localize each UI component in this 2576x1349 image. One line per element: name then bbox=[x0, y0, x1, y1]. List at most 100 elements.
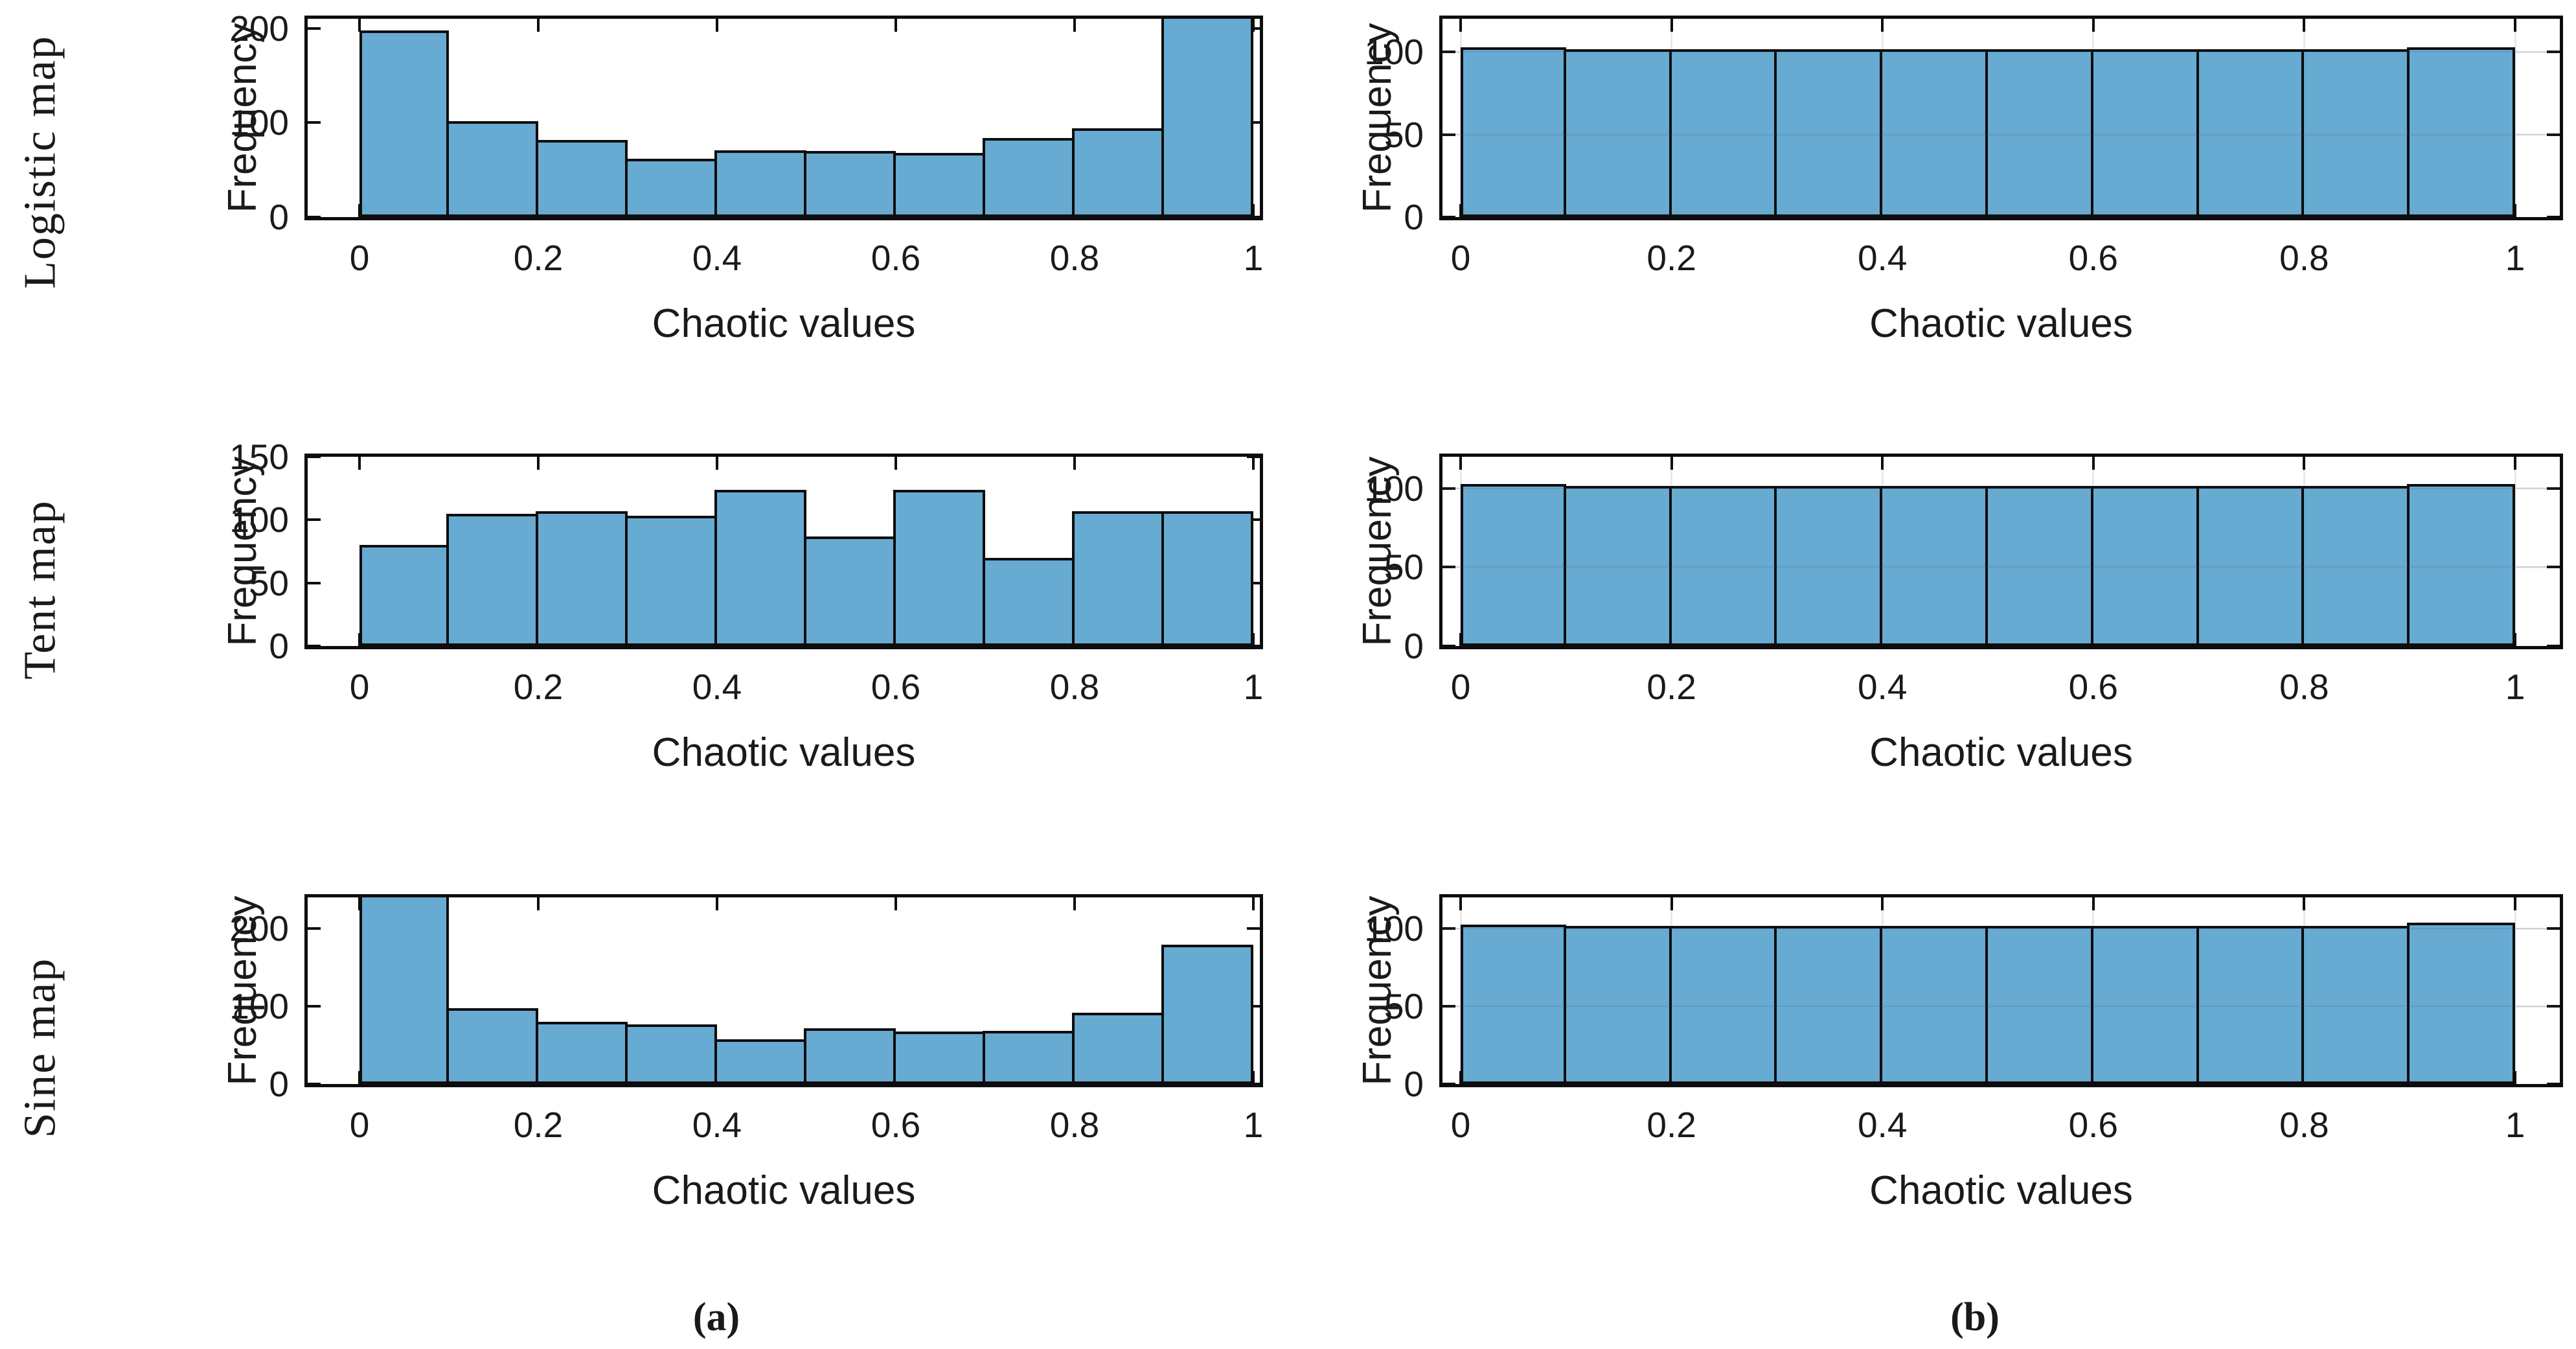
histogram-bar bbox=[1161, 511, 1253, 646]
plot-area bbox=[304, 894, 1263, 1087]
axis-tick-y-right bbox=[2547, 487, 2560, 490]
axis-tick-x-top bbox=[1252, 457, 1255, 470]
y-tick-label: 0 bbox=[269, 626, 289, 666]
y-axis-label: Frequency bbox=[1354, 456, 1400, 647]
histogram-bar bbox=[1669, 485, 1777, 646]
axis-tick-y-right bbox=[1247, 581, 1260, 584]
histogram-bar bbox=[1880, 49, 1988, 217]
axis-tick-x-top bbox=[716, 457, 718, 470]
x-tick-label: 0.8 bbox=[1049, 667, 1100, 707]
x-tick-label: 0.6 bbox=[2068, 667, 2119, 707]
y-tick-label: 100 bbox=[1364, 32, 1424, 72]
axis-tick-x-top bbox=[1881, 19, 1884, 32]
x-tick-label: 0 bbox=[1450, 1105, 1471, 1145]
histogram-bar bbox=[1161, 19, 1253, 217]
x-axis-label: Chaotic values bbox=[652, 301, 916, 346]
y-tick-label: 150 bbox=[229, 437, 289, 477]
axis-tick-x-top bbox=[716, 897, 718, 910]
plot-area bbox=[304, 16, 1263, 220]
histogram-bar bbox=[2301, 49, 2410, 217]
y-axis-label: Frequency bbox=[1354, 895, 1400, 1086]
x-tick-label: 0.8 bbox=[2279, 238, 2329, 278]
grid-line-horizontal-overlay bbox=[1442, 51, 2560, 52]
histogram-bar bbox=[893, 1032, 985, 1084]
x-tick-label: 0 bbox=[349, 1105, 370, 1145]
histogram-bar bbox=[2407, 484, 2515, 646]
y-tick-label: 100 bbox=[229, 500, 289, 540]
axis-tick-y-left bbox=[1442, 1083, 1455, 1084]
histogram-bar bbox=[983, 1031, 1075, 1084]
axis-tick-y-right bbox=[2547, 645, 2560, 646]
x-tick-label: 0.6 bbox=[2068, 238, 2119, 278]
x-tick-label: 0.8 bbox=[2279, 667, 2329, 707]
x-tick-label: 0.8 bbox=[1049, 238, 1100, 278]
y-tick-label: 200 bbox=[229, 908, 289, 949]
y-tick-label: 100 bbox=[1364, 468, 1424, 509]
grid-line-vertical bbox=[2514, 457, 2516, 646]
x-tick-label: 1 bbox=[1243, 238, 1264, 278]
axis-tick-y-right bbox=[2547, 51, 2560, 53]
histogram-bar bbox=[625, 516, 717, 646]
y-tick-label: 50 bbox=[1384, 114, 1424, 155]
x-tick-label: 1 bbox=[2505, 1105, 2525, 1145]
x-tick-label: 0.2 bbox=[513, 238, 564, 278]
plot-area bbox=[1439, 454, 2563, 649]
grid-line-vertical bbox=[2514, 897, 2516, 1084]
histogram-bar bbox=[893, 153, 985, 217]
histogram-bar bbox=[1774, 49, 1883, 217]
histogram-bar bbox=[714, 489, 806, 646]
axis-tick-y-left bbox=[308, 1083, 321, 1084]
axis-tick-y-right bbox=[2547, 1005, 2560, 1008]
axis-tick-y-left bbox=[308, 1005, 321, 1008]
x-axis-label: Chaotic values bbox=[652, 1168, 916, 1213]
histogram-bar bbox=[1880, 926, 1988, 1084]
axis-tick-x-top bbox=[2303, 897, 2306, 910]
axis-tick-x-top bbox=[1881, 897, 1884, 910]
grid-line-horizontal-overlay bbox=[1442, 566, 2560, 568]
histogram-bar bbox=[714, 150, 806, 217]
y-axis-label: Frequency bbox=[220, 895, 265, 1086]
y-tick-label: 0 bbox=[1404, 197, 1424, 237]
x-tick-label: 1 bbox=[1243, 667, 1264, 707]
x-axis-label: Chaotic values bbox=[1869, 730, 2133, 775]
histogram-bar bbox=[1072, 1013, 1164, 1084]
histogram-bar bbox=[2090, 485, 2199, 646]
x-tick-label: 0 bbox=[349, 238, 370, 278]
row-label-tent-map: Tent map bbox=[15, 500, 65, 680]
histogram-bar bbox=[1072, 128, 1164, 217]
x-tick-label: 0.4 bbox=[692, 238, 742, 278]
histogram-bar bbox=[2301, 926, 2410, 1084]
axis-tick-y-right bbox=[1247, 121, 1260, 124]
axis-tick-y-left bbox=[308, 645, 321, 646]
grid-line-horizontal-overlay bbox=[1442, 1006, 2560, 1007]
histogram-bar bbox=[1161, 944, 1253, 1084]
x-tick-label: 0.6 bbox=[871, 1105, 921, 1145]
axis-tick-x-top bbox=[1670, 897, 1673, 910]
x-tick-label: 0.8 bbox=[2279, 1105, 2329, 1145]
histogram-bar bbox=[1072, 511, 1164, 646]
histogram-bar bbox=[1563, 49, 1672, 217]
histogram-bar bbox=[1563, 926, 1672, 1084]
histogram-bar bbox=[804, 1028, 896, 1084]
grid-line-horizontal-overlay bbox=[1442, 133, 2560, 135]
axis-tick-x-top bbox=[1073, 457, 1076, 470]
row-label-logistic-map: Logistic map bbox=[15, 35, 65, 289]
histogram-bar bbox=[446, 1008, 538, 1084]
histogram-bar bbox=[2090, 926, 2199, 1084]
x-tick-label: 1 bbox=[2505, 667, 2525, 707]
axis-tick-x-top bbox=[2092, 19, 2095, 32]
x-tick-label: 0.2 bbox=[1647, 1105, 1696, 1145]
axis-tick-y-left bbox=[308, 121, 321, 124]
histogram-bar bbox=[446, 121, 538, 217]
axis-tick-y-right bbox=[2547, 566, 2560, 569]
axis-tick-y-left bbox=[308, 581, 321, 584]
axis-tick-x-top bbox=[1073, 19, 1076, 32]
axis-tick-x-top bbox=[537, 19, 540, 32]
x-tick-label: 0.4 bbox=[1857, 1105, 1908, 1145]
axis-tick-y-right bbox=[1247, 457, 1260, 458]
axis-tick-x-top bbox=[1670, 457, 1673, 470]
histogram-bar bbox=[536, 511, 628, 646]
plot-area bbox=[1439, 894, 2563, 1087]
x-tick-label: 0.2 bbox=[1647, 238, 1696, 278]
